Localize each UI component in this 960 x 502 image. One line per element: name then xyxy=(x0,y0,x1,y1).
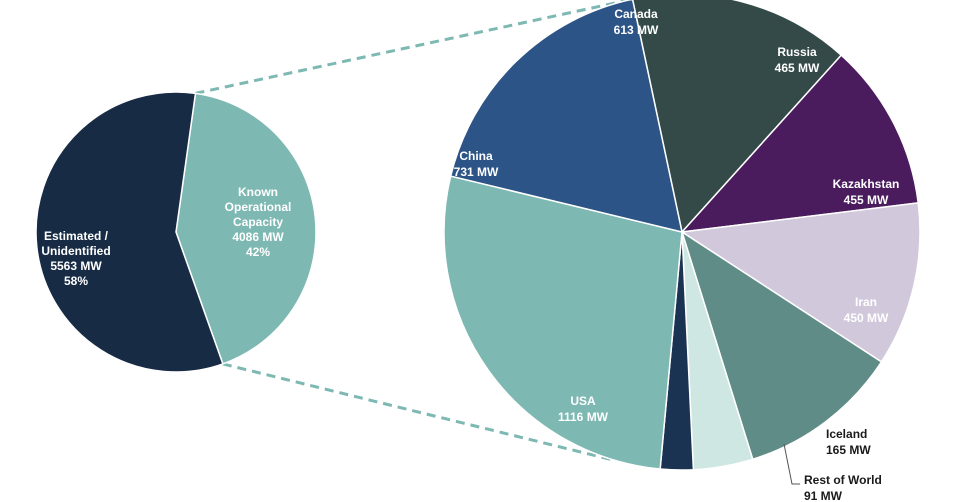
pie-slice-china xyxy=(449,0,683,234)
slice-label-estimated-unidentified: Estimated / Unidentified 5563 MW 58% xyxy=(41,229,110,288)
connector-line-top xyxy=(195,0,637,95)
pie-slice-usa xyxy=(443,175,683,470)
total-capacity-pie xyxy=(35,91,317,373)
pie-slice-estimated-unidentified xyxy=(35,91,224,373)
slice-label-rest-of-world: Rest of World 91 MW xyxy=(804,473,882,502)
slice-label-russia: Russia 465 MW xyxy=(775,45,820,75)
pie-slice-known-operational-capacity xyxy=(175,92,317,365)
slice-label-china: China 731 MW xyxy=(454,149,499,179)
slice-label-canada: Canada 613 MW xyxy=(614,7,659,37)
slice-label-usa: USA 1116 MW xyxy=(558,394,609,424)
pie-slice-russia xyxy=(680,54,920,233)
pie-slice-kazakhstan xyxy=(679,202,921,363)
slice-label-kazakhstan: Kazakhstan 455 MW xyxy=(833,177,900,207)
slice-labels: Known Operational Capacity 4086 MW 42% Estima… xyxy=(41,7,899,502)
slice-label-iran: Iran 450 MW xyxy=(844,295,889,325)
pie-slice-iran xyxy=(680,230,883,461)
country-breakdown-pie xyxy=(443,0,921,471)
connector-lines xyxy=(195,0,637,463)
pie-slice-canada xyxy=(631,0,843,234)
connector-line-bottom xyxy=(222,362,617,463)
leader-line-rest-of-world xyxy=(783,443,800,485)
slice-label-known-operational-capacity: Known Operational Capacity 4086 MW 42% xyxy=(225,185,292,259)
slice-label-iceland: Iceland 165 MW xyxy=(826,427,871,457)
